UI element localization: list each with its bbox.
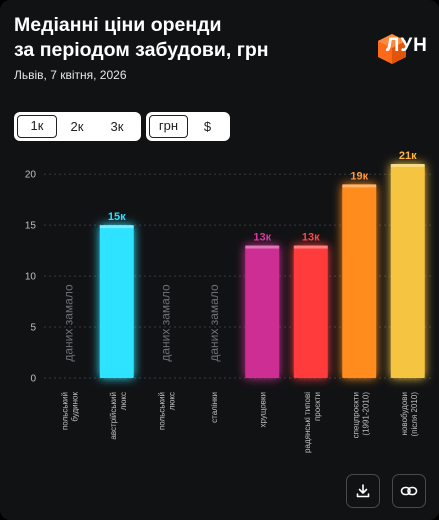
x-tick-line: польський [60, 392, 69, 430]
tab-uah[interactable]: грн [149, 115, 188, 138]
no-data-label: даних замало [61, 284, 75, 362]
x-tick-line: (1991-2010) [361, 392, 370, 436]
bar [245, 245, 280, 378]
y-tick-label: 10 [25, 272, 37, 283]
download-icon [356, 484, 370, 498]
y-tick-label: 15 [25, 221, 37, 232]
x-tick-label: новобудови(після 2010) [400, 392, 419, 437]
page-title: Медіанні ціни оренди за періодом забудов… [14, 13, 314, 63]
lun-logo-icon [378, 34, 406, 64]
bar [293, 245, 328, 378]
y-tick-label: 20 [25, 170, 37, 181]
tab-1-room[interactable]: 1к [17, 115, 57, 138]
bar-highlight [390, 164, 425, 167]
bar-value-label: 19к [350, 170, 368, 182]
x-tick-label: польськийлюкс [157, 392, 176, 430]
x-tick-line: хрущовки [258, 392, 267, 428]
bar-value-label: 13к [253, 232, 271, 244]
x-tick-line: будинок [70, 392, 79, 422]
bar-highlight [342, 184, 377, 188]
link-icon [400, 486, 418, 496]
bar-highlight [99, 225, 134, 229]
x-tick-line: проєкти [313, 392, 322, 421]
x-tick-line: сталінки [210, 392, 219, 423]
x-tick-label: хрущовки [258, 392, 267, 428]
x-tick-line: люкс [119, 392, 128, 410]
tab-2-rooms[interactable]: 2к [70, 119, 84, 134]
x-tick-label: австрійськийлюкс [109, 392, 128, 440]
x-tick-label: спецпроєкти(1991-2010) [351, 392, 370, 439]
bar-value-label: 15к [108, 211, 126, 223]
no-data-label: даних замало [207, 284, 221, 362]
subtitle: Львів, 7 квітня, 2026 [14, 68, 127, 82]
currency-toggle: грн $ [146, 112, 230, 141]
logo-text: ЛУН [386, 35, 428, 56]
x-tick-line: люкс [167, 392, 176, 410]
download-button[interactable] [346, 474, 380, 508]
copy-link-button[interactable] [392, 474, 426, 508]
bar-value-label: 13к [302, 232, 320, 244]
title-line-1: Медіанні ціни оренди [14, 14, 222, 36]
x-tick-line: (після 2010) [410, 392, 419, 437]
x-tick-line: польський [157, 392, 166, 430]
bar-highlight [245, 245, 280, 249]
bar [342, 184, 377, 378]
rooms-toggle: 1к 2к 3к [14, 112, 141, 141]
x-tick-line: спецпроєкти [351, 392, 360, 438]
y-tick-label: 0 [30, 374, 36, 385]
no-data-label: даних замало [158, 284, 172, 362]
bar [390, 164, 425, 378]
bar-value-label: 21к [399, 150, 417, 162]
bar-highlight [293, 245, 328, 249]
tab-usd[interactable]: $ [203, 119, 212, 134]
title-line-2: за періодом забудови, грн [14, 39, 269, 61]
tab-3-rooms[interactable]: 3к [110, 119, 124, 134]
x-tick-line: австрійський [109, 392, 118, 440]
x-tick-line: радянські типові [303, 392, 312, 453]
x-tick-label: польськийбудинок [60, 392, 79, 431]
y-tick-label: 5 [30, 323, 36, 334]
bar [99, 225, 134, 378]
x-tick-line: новобудови [400, 392, 409, 435]
x-tick-label: радянські типовіпроєкти [303, 392, 322, 453]
x-tick-label: сталінки [210, 392, 219, 423]
